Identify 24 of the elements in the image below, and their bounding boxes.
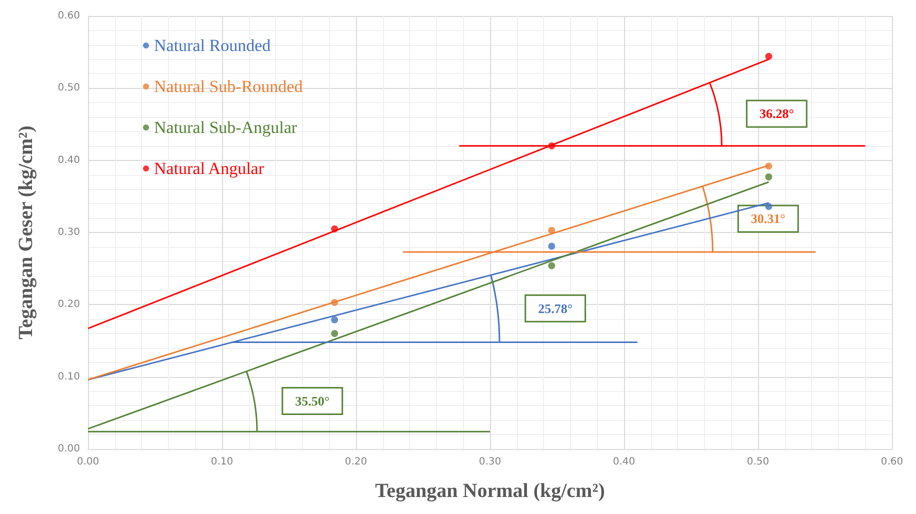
x-tick-label: 0.60 bbox=[880, 456, 904, 468]
x-tick-label: 0.00 bbox=[76, 456, 100, 468]
legend-label: Natural Sub-Angular bbox=[154, 118, 298, 137]
y-tick-label: 0.10 bbox=[58, 371, 80, 382]
y-axis-title: Tegangan Geser (kg/cm²) bbox=[15, 126, 37, 340]
y-tick-label: 0.00 bbox=[58, 444, 80, 454]
annotation: 36.28° bbox=[759, 106, 794, 122]
x-tick-label: 0.10 bbox=[210, 456, 234, 468]
y-tick-label: 0.20 bbox=[58, 299, 80, 310]
y-tick-label: 0.60 bbox=[58, 10, 80, 22]
annotation: 35.50° bbox=[295, 394, 330, 409]
y-tick-label: 0.30 bbox=[58, 227, 80, 238]
y-tick-label: 0.50 bbox=[58, 82, 80, 94]
legend-label: Natural Sub-Rounded bbox=[154, 77, 304, 96]
x-tick-label: 0.40 bbox=[612, 456, 636, 468]
legend-label: Natural Angular bbox=[154, 159, 264, 178]
x-tick-label: 0.50 bbox=[746, 456, 770, 468]
legend-label: Natural Rounded bbox=[154, 36, 272, 55]
y-tick-label: 0.40 bbox=[58, 154, 80, 166]
x-axis-title: Tegangan Normal (kg/cm²) bbox=[375, 480, 605, 502]
x-tick-label: 0.30 bbox=[478, 456, 502, 468]
annotation: 25.78° bbox=[538, 300, 573, 316]
annotation: 30.31° bbox=[750, 211, 786, 226]
x-tick-label: 0.20 bbox=[344, 456, 368, 468]
